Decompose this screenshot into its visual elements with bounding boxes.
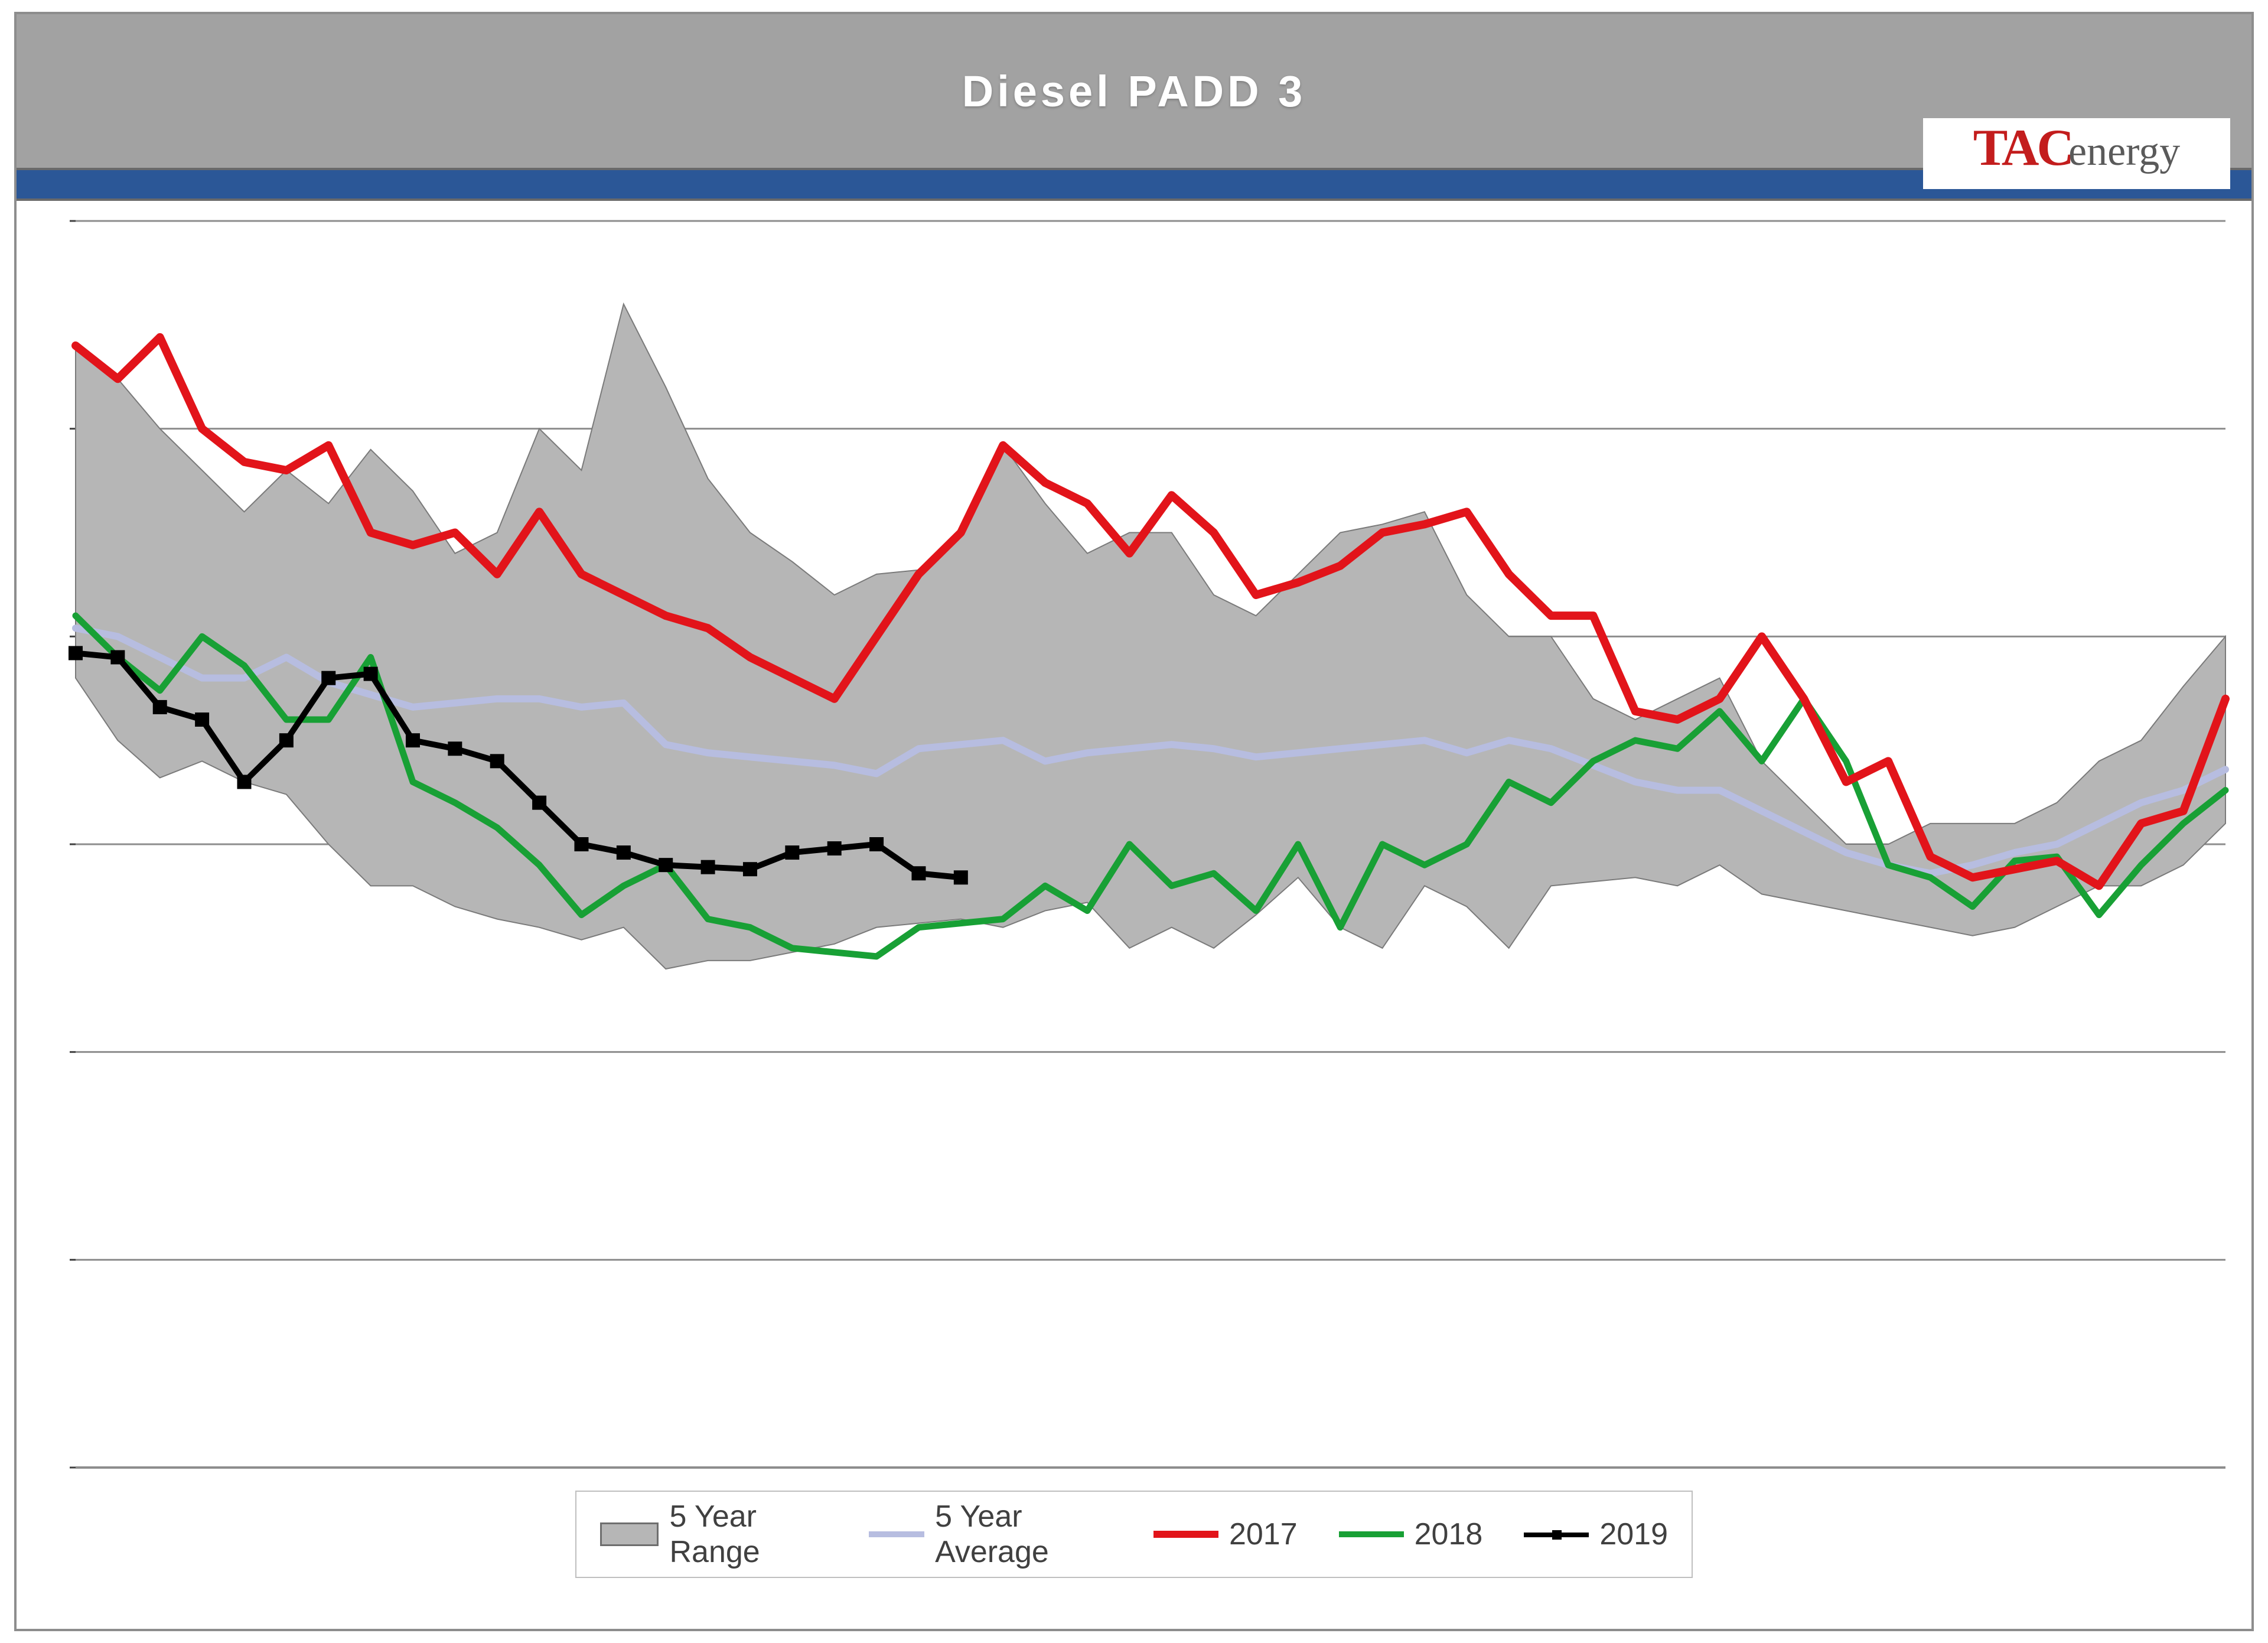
legend-item-avg: 5 Year Average [869, 1499, 1112, 1570]
accent-band [17, 168, 2251, 201]
range-swatch-icon [600, 1522, 659, 1546]
y2017-line-icon [1153, 1531, 1218, 1538]
legend-label-2018: 2018 [1415, 1517, 1483, 1552]
title-bar: Diesel PADD 3 [17, 14, 2251, 168]
brand-logo: TAC energy [1923, 118, 2230, 189]
legend-item-2017: 2017 [1153, 1517, 1298, 1552]
chart-title: Diesel PADD 3 [962, 66, 1306, 116]
legend-label-2019: 2019 [1599, 1517, 1668, 1552]
chart-frame: Diesel PADD 3 TAC energy 5 Year Range 5 … [14, 12, 2254, 1631]
legend-label-range: 5 Year Range [669, 1499, 827, 1570]
y2019-line-icon [1524, 1525, 1589, 1543]
avg-line-icon [869, 1531, 924, 1537]
legend: 5 Year Range 5 Year Average 2017 2018 20… [575, 1491, 1693, 1578]
legend-label-avg: 5 Year Average [935, 1499, 1112, 1570]
plot-area [70, 209, 2231, 1485]
legend-label-2017: 2017 [1229, 1517, 1298, 1552]
legend-item-2018: 2018 [1339, 1517, 1483, 1552]
legend-item-2019: 2019 [1524, 1517, 1668, 1552]
logo-right: energy [2068, 128, 2180, 175]
logo-left: TAC [1973, 118, 2072, 178]
y2018-line-icon [1339, 1531, 1404, 1537]
legend-item-range: 5 Year Range [600, 1499, 827, 1570]
chart-svg [70, 209, 2231, 1485]
